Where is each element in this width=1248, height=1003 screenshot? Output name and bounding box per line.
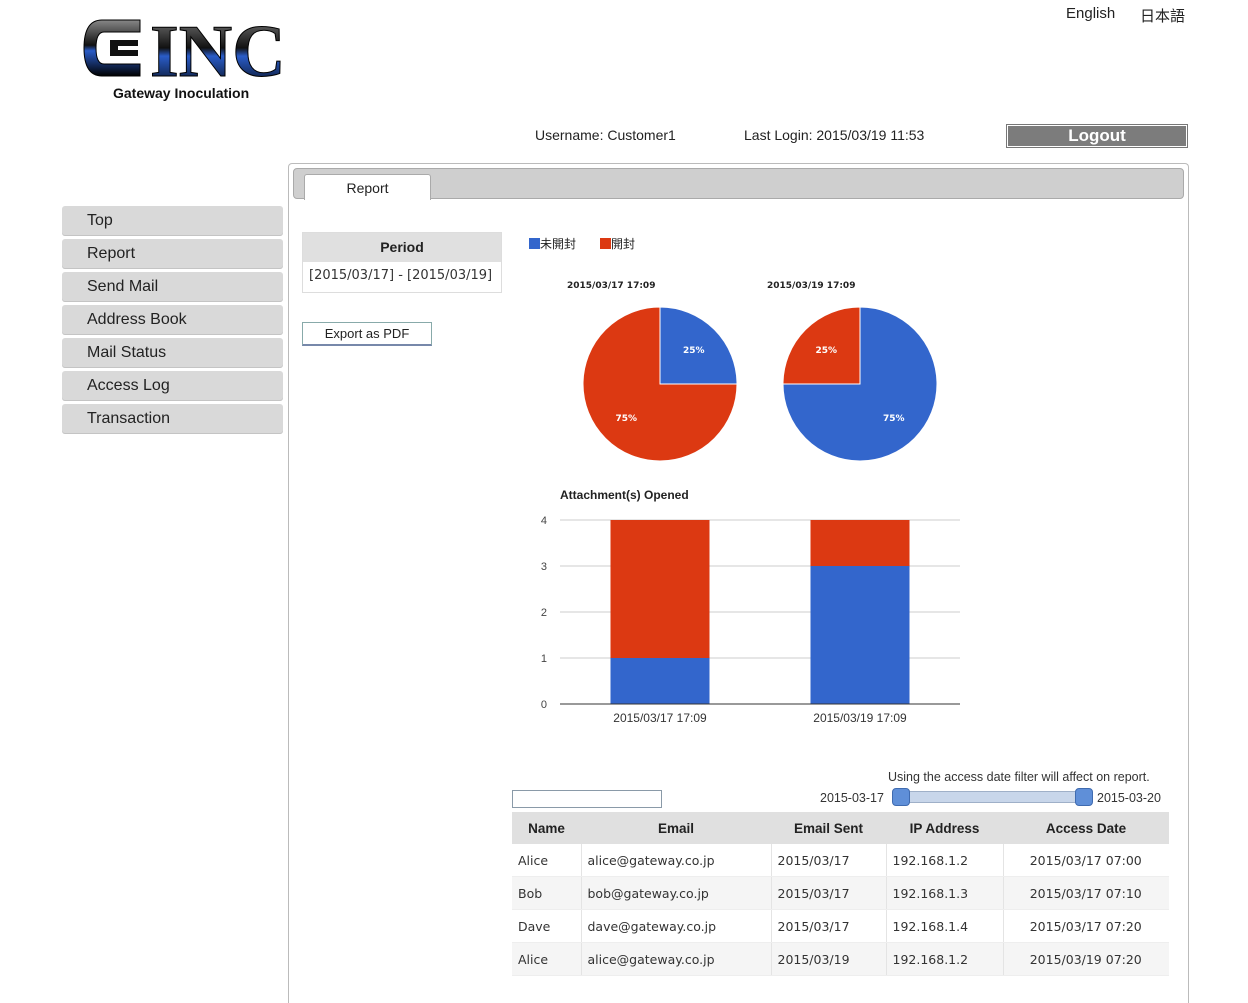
cell-email: dave@gateway.co.jp	[581, 909, 772, 943]
report-panel: Report	[288, 163, 1189, 1003]
table-header-row: Name Email Email Sent IP Address Access …	[512, 812, 1169, 844]
language-english-link[interactable]: English	[1066, 5, 1116, 22]
company-logo: INC Gateway Inoculation	[80, 12, 295, 104]
sidebar-nav: Top Report Send Mail Address Book Mail S…	[62, 206, 283, 437]
cell-access-date: 2015/03/19 07:20	[1003, 942, 1169, 976]
cell-ip-address: 192.168.1.4	[886, 909, 1004, 943]
period-value: [2015/03/17] - [2015/03/19]	[309, 268, 493, 283]
sidebar-item-access-log[interactable]: Access Log	[62, 371, 283, 401]
column-header-email[interactable]: Email	[581, 812, 771, 844]
sidebar-item-send-mail[interactable]: Send Mail	[62, 272, 283, 302]
logout-button[interactable]: Logout	[1006, 124, 1188, 148]
pie-title-2: 2015/03/19 17:09	[767, 281, 856, 291]
filter-to-date: 2015-03-20	[1097, 791, 1161, 805]
cell-email: alice@gateway.co.jp	[581, 942, 772, 976]
column-header-name[interactable]: Name	[512, 812, 581, 844]
column-header-access-date[interactable]: Access Date	[1003, 812, 1169, 844]
sidebar-item-mail-status[interactable]: Mail Status	[62, 338, 283, 368]
cell-email-sent: 2015/03/17	[771, 909, 887, 943]
filter-from-date: 2015-03-17	[820, 791, 884, 805]
cell-name: Bob	[512, 876, 582, 910]
tab-bar: Report	[293, 168, 1184, 200]
bar-chart-title: Attachment(s) Opened	[560, 488, 689, 502]
cell-ip-address: 192.168.1.3	[886, 876, 1004, 910]
sidebar-item-top[interactable]: Top	[62, 206, 283, 236]
table-row: Alice alice@gateway.co.jp 2015/03/17 192…	[512, 844, 1169, 877]
sidebar-item-transaction[interactable]: Transaction	[62, 404, 283, 434]
period-header: Period	[303, 233, 501, 262]
table-row: Bob bob@gateway.co.jp 2015/03/17 192.168…	[512, 876, 1169, 910]
cell-email: bob@gateway.co.jp	[581, 876, 772, 910]
table-search-input[interactable]	[512, 790, 662, 808]
pie-title-1: 2015/03/17 17:09	[567, 281, 656, 291]
logout-label: Logout	[1008, 126, 1186, 146]
cell-access-date: 2015/03/17 07:20	[1003, 909, 1169, 943]
table-row: Alice alice@gateway.co.jp 2015/03/19 192…	[512, 942, 1169, 976]
column-header-ip-address[interactable]: IP Address	[886, 812, 1003, 844]
sidebar-item-report[interactable]: Report	[62, 239, 283, 269]
slider-handle-from[interactable]	[892, 788, 910, 806]
access-log-table: Name Email Email Sent IP Address Access …	[512, 812, 1169, 976]
svg-text:INC: INC	[150, 12, 286, 84]
sidebar-item-address-book[interactable]: Address Book	[62, 305, 283, 335]
cell-ip-address: 192.168.1.2	[886, 942, 1004, 976]
logo-subtitle: Gateway Inoculation	[113, 85, 250, 101]
cell-ip-address: 192.168.1.2	[886, 844, 1004, 877]
logo-emblem-icon: INC	[83, 12, 286, 84]
export-pdf-button[interactable]: Export as PDF	[302, 322, 432, 346]
cell-name: Alice	[512, 844, 582, 877]
cell-email-sent: 2015/03/19	[771, 942, 887, 976]
column-header-email-sent[interactable]: Email Sent	[771, 812, 886, 844]
cell-email: alice@gateway.co.jp	[581, 844, 772, 877]
cell-access-date: 2015/03/17 07:00	[1003, 844, 1169, 877]
date-range-selection	[901, 792, 1085, 802]
tab-report[interactable]: Report	[304, 174, 431, 200]
period-box: Period [2015/03/17] - [2015/03/19]	[302, 232, 502, 293]
cell-email-sent: 2015/03/17	[771, 844, 887, 877]
username-label: Username: Customer1	[535, 127, 676, 143]
legend-swatch-unopened	[529, 238, 540, 249]
legend-label-opened: 開封	[611, 237, 636, 251]
cell-name: Alice	[512, 942, 582, 976]
cell-access-date: 2015/03/17 07:10	[1003, 876, 1169, 910]
slider-handle-to[interactable]	[1075, 788, 1093, 806]
filter-note: Using the access date filter will affect…	[888, 770, 1150, 784]
language-japanese-link[interactable]: 日本語	[1140, 8, 1186, 25]
last-login-label: Last Login: 2015/03/19 11:53	[744, 127, 925, 143]
cell-email-sent: 2015/03/17	[771, 876, 887, 910]
legend-item-opened: 開封	[600, 235, 635, 252]
legend-label-unopened: 未開封	[540, 237, 577, 251]
legend-item-unopened: 未開封	[529, 235, 576, 252]
cell-name: Dave	[512, 909, 582, 943]
legend-swatch-opened	[600, 238, 611, 249]
table-row: Dave dave@gateway.co.jp 2015/03/17 192.1…	[512, 909, 1169, 943]
